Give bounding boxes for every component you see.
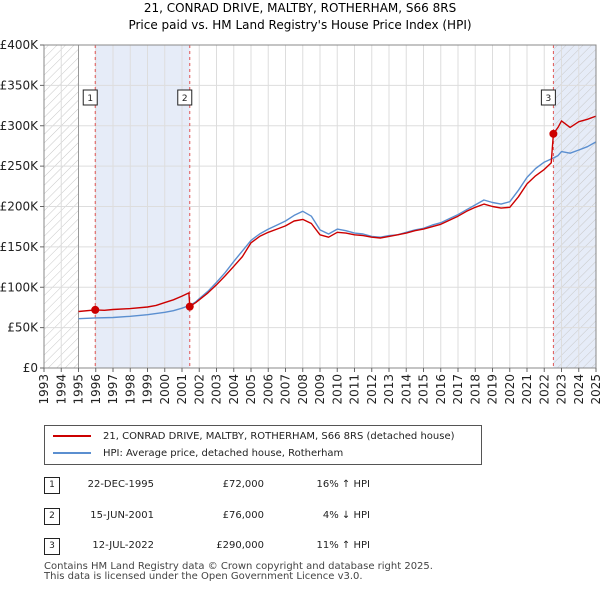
x-tick-label: 1993	[37, 374, 51, 405]
series-line-property	[78, 115, 597, 313]
x-tick-label: 2010	[330, 374, 344, 405]
transaction-hpi-diff: 16% ↑ HPI	[316, 479, 370, 490]
footer-attribution: Contains HM Land Registry data © Crown c…	[44, 562, 433, 582]
x-tick-label: 2007	[279, 374, 293, 405]
legend-label-hpi: HPI: Average price, detached house, Roth…	[103, 447, 344, 459]
legend-label-property: 21, CONRAD DRIVE, MALTBY, ROTHERHAM, S66…	[103, 430, 455, 442]
x-tick-label: 2021	[520, 374, 534, 405]
transaction-price: £76,000	[222, 510, 264, 521]
x-tick-label: 2012	[365, 374, 379, 405]
legend-swatch-property	[53, 435, 91, 437]
x-tick-label: 2025	[589, 374, 600, 405]
x-tick-label: 2000	[158, 374, 172, 405]
x-tick-label: 1994	[54, 374, 68, 405]
x-tick-label: 1996	[89, 374, 103, 405]
marker-label-box	[177, 89, 193, 106]
y-tick-label: £250K	[0, 159, 39, 173]
transaction-row: 2 15-JUN-2001 £76,000 4% ↓ HPI	[0, 507, 600, 527]
transaction-price: £72,000	[222, 479, 264, 490]
x-tick-label: 2014	[399, 374, 413, 405]
x-tick-label: 2020	[503, 374, 517, 405]
transaction-row: 3 12-JUL-2022 £290,000 11% ↑ HPI	[0, 537, 600, 557]
x-tick-label: 2019	[486, 374, 500, 405]
x-tick-label: 2008	[296, 374, 310, 405]
x-tick-label: 2011	[348, 374, 362, 405]
price-chart: 21, CONRAD DRIVE, MALTBY, ROTHERHAM, S66…	[0, 1, 600, 405]
transaction-date: 12-JUL-2022	[92, 540, 154, 551]
y-tick-label: £0	[23, 361, 38, 375]
y-tick-label: £100K	[0, 280, 39, 294]
legend-swatch-hpi	[53, 452, 91, 454]
x-tick-label: 2009	[313, 374, 327, 405]
transaction-row: 1 22-DEC-1995 £72,000 16% ↑ HPI	[0, 476, 600, 496]
x-tick-label: 1999	[141, 374, 155, 405]
x-tick-label: 2015	[417, 374, 431, 405]
legend-item-hpi: HPI: Average price, detached house, Roth…	[53, 445, 343, 461]
transaction-hpi-diff: 11% ↑ HPI	[316, 540, 370, 551]
transaction-number: 3	[44, 538, 60, 555]
x-tick-label: 2013	[382, 374, 396, 405]
y-tick-label: £400K	[0, 38, 39, 52]
y-tick-label: £50K	[7, 321, 39, 335]
x-tick-label: 2018	[468, 374, 482, 405]
marker-label-box	[82, 89, 98, 106]
marker-label: 2	[182, 94, 188, 104]
chart-subtitle: Price paid vs. HM Land Registry's House …	[128, 18, 471, 32]
x-tick-label: 2006	[261, 374, 275, 405]
x-tick-label: 1997	[106, 374, 120, 405]
transaction-hpi-diff: 4% ↓ HPI	[322, 510, 370, 521]
y-tick-label: £350K	[0, 78, 39, 92]
transaction-date: 22-DEC-1995	[87, 479, 154, 490]
x-tick-label: 2003	[210, 374, 224, 405]
x-tick-label: 2016	[434, 374, 448, 405]
x-tick-label: 2017	[451, 374, 465, 405]
marker-label: 1	[87, 94, 93, 104]
x-tick-label: 2005	[244, 374, 258, 405]
chart-title: 21, CONRAD DRIVE, MALTBY, ROTHERHAM, S66…	[144, 1, 456, 15]
transaction-number: 2	[44, 508, 60, 525]
x-tick-label: 2022	[537, 374, 551, 405]
footer-line-copyright: Contains HM Land Registry data © Crown c…	[44, 561, 433, 572]
series-line-hpi	[78, 141, 597, 320]
y-tick-label: £300K	[0, 119, 39, 133]
transaction-point	[185, 302, 194, 311]
x-tick-label: 2002	[192, 374, 206, 405]
transaction-point	[549, 129, 558, 138]
transaction-point	[91, 305, 100, 314]
legend-item-property: 21, CONRAD DRIVE, MALTBY, ROTHERHAM, S66…	[53, 428, 455, 444]
transaction-price: £290,000	[216, 540, 264, 551]
chart-legend: 21, CONRAD DRIVE, MALTBY, ROTHERHAM, S66…	[44, 425, 482, 465]
y-tick-label: £200K	[0, 200, 39, 214]
x-tick-label: 2004	[227, 374, 241, 405]
x-tick-label: 2001	[175, 374, 189, 405]
x-tick-label: 2023	[555, 374, 569, 405]
marker-label-box	[540, 89, 556, 106]
footer-line-licence: This data is licensed under the Open Gov…	[44, 571, 363, 582]
transaction-date: 15-JUN-2001	[90, 510, 154, 521]
transaction-number: 1	[44, 477, 60, 494]
x-tick-label: 1998	[123, 374, 137, 405]
x-tick-label: 1995	[72, 374, 86, 405]
x-tick-label: 2024	[572, 374, 586, 405]
y-tick-label: £150K	[0, 240, 39, 254]
marker-label: 3	[546, 94, 552, 104]
